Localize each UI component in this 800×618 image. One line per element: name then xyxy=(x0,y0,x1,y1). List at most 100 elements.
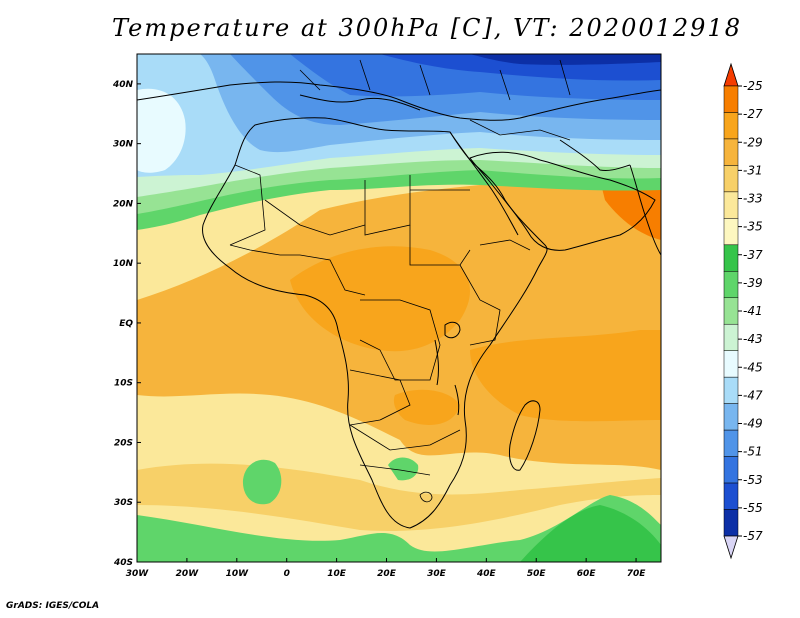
colorbar-label: -49 xyxy=(743,417,763,431)
lon-tick-label: 20E xyxy=(377,569,397,579)
colorbar-swatch xyxy=(723,376,739,404)
colorbar-swatch xyxy=(723,244,739,272)
persian-gulf xyxy=(559,139,631,171)
lat-tick-label: 10S xyxy=(114,379,133,389)
border-mideast xyxy=(469,119,571,141)
colorbar-label: -33 xyxy=(743,192,763,206)
lon-tick-label: 30E xyxy=(427,569,447,579)
lat-tick-label: 10N xyxy=(113,259,134,269)
border-lesotho xyxy=(419,491,433,503)
field-core-central xyxy=(290,246,470,352)
border-angola-zambia xyxy=(349,369,411,426)
lat-tick-label: 30S xyxy=(114,498,133,508)
colorbar-label: -25 xyxy=(743,79,763,93)
colorbar-top-arrow xyxy=(723,62,739,87)
colorbar-label: -55 xyxy=(743,501,763,515)
border-sudan xyxy=(409,225,471,266)
colorbar-label: -37 xyxy=(743,248,763,262)
arabian-peninsula xyxy=(469,151,656,251)
colorbar-swatch xyxy=(723,429,739,457)
lon-tick-label: 0 xyxy=(284,569,290,579)
chart-title: Temperature at 300hPa [C], VT: 202001291… xyxy=(112,14,742,42)
field-core-south xyxy=(393,389,460,425)
colorbar-label: -45 xyxy=(743,360,763,374)
lake-tanganyika xyxy=(434,339,439,386)
map-frame xyxy=(136,53,662,563)
field-pale-west xyxy=(137,88,186,173)
colorbar-swatch xyxy=(723,482,739,510)
lat-tick-label: EQ xyxy=(119,319,133,329)
lake-victoria xyxy=(444,321,461,339)
border-horn xyxy=(479,239,531,251)
colorbar-swatch xyxy=(723,323,739,351)
colorbar-swatch xyxy=(723,112,739,140)
latitude-axis: 40N 30N 20N 10N EQ 10S 20S 30S 40S xyxy=(112,80,141,568)
border-europe xyxy=(299,59,571,101)
colorbar-label: -31 xyxy=(743,163,763,177)
red-sea xyxy=(449,131,519,236)
colorbar-label: -53 xyxy=(743,473,763,487)
field-core-east xyxy=(470,330,661,422)
lon-tick-label: 60E xyxy=(577,569,597,579)
colorbar-swatch xyxy=(723,271,739,299)
lat-tick-label: 20N xyxy=(113,199,134,209)
colorbar-swatch xyxy=(723,509,739,537)
colorbar: -25 -27 -29 -31 -33 -35 -37 -39 -41 -43 -45 -47 -49 -… xyxy=(723,62,763,560)
lon-tick-label: 10E xyxy=(327,569,347,579)
lat-tick-label: 20S xyxy=(114,438,133,448)
border-namibia-sa xyxy=(359,464,431,476)
africa-coastline xyxy=(202,117,548,529)
lon-tick-label: 70E xyxy=(627,569,647,579)
lon-tick-label: 30W xyxy=(126,569,150,579)
colorbar-label: -29 xyxy=(743,135,763,149)
country-borders xyxy=(229,59,571,503)
colorbar-label: -39 xyxy=(743,276,763,290)
colorbar-swatch xyxy=(723,350,739,378)
lat-tick-label: 30N xyxy=(113,140,134,150)
colorbar-label: -27 xyxy=(743,107,763,121)
colorbar-swatch xyxy=(723,85,739,113)
colorbar-label: -35 xyxy=(743,220,763,234)
colorbar-swatch xyxy=(723,191,739,219)
colorbar-bottom-arrow xyxy=(723,535,739,560)
coastlines xyxy=(137,81,661,529)
colorbar-swatch xyxy=(723,165,739,193)
field-green-patch-atlantic xyxy=(242,459,282,505)
grads-credit: GrADS: IGES/COLA xyxy=(6,601,100,611)
lake-malawi xyxy=(454,384,460,416)
field-south-green xyxy=(137,495,661,562)
border-sahara-west xyxy=(229,164,266,246)
border-west-africa xyxy=(229,244,300,256)
europe-coast xyxy=(137,81,661,121)
border-nigeria-cameroon xyxy=(299,254,366,296)
longitude-axis: 30W 20W 10W 0 10E 20E 30E 40E 50E 60E 70E xyxy=(126,558,646,579)
border-algeria-mali xyxy=(264,199,366,236)
colorbar-label: -51 xyxy=(743,445,763,459)
border-drc xyxy=(359,299,441,381)
colorbar-label: -41 xyxy=(743,304,763,318)
colorbar-label: -57 xyxy=(743,529,763,543)
colorbar-swatch xyxy=(723,403,739,431)
colorbar-label: -43 xyxy=(743,332,763,346)
lon-tick-label: 40E xyxy=(476,569,497,579)
colorbar-swatch xyxy=(723,456,739,484)
border-southern xyxy=(349,424,461,451)
lat-tick-label: 40S xyxy=(113,558,133,568)
field-green-patch-africa xyxy=(388,457,419,481)
field-band-55 xyxy=(470,54,661,65)
lat-tick-label: 40N xyxy=(112,80,134,90)
colorbar-swatch xyxy=(723,297,739,325)
lon-tick-label: 10W xyxy=(226,569,250,579)
border-east-africa xyxy=(459,264,501,346)
temperature-field xyxy=(137,54,661,562)
india-west-coast xyxy=(629,164,661,256)
field-south-green-dark xyxy=(520,505,661,562)
colorbar-swatch xyxy=(723,218,739,246)
lon-tick-label: 20W xyxy=(176,569,200,579)
colorbar-label: -47 xyxy=(743,388,763,402)
mediterranean-north xyxy=(299,94,421,111)
border-libya-chad xyxy=(364,175,411,236)
madagascar xyxy=(509,400,541,471)
lon-tick-label: 50E xyxy=(527,569,547,579)
